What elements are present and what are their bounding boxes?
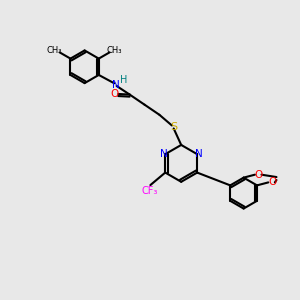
- Text: CF₃: CF₃: [141, 186, 158, 196]
- Text: CH₃: CH₃: [107, 46, 122, 56]
- Text: O: O: [268, 177, 276, 188]
- Text: CH₃: CH₃: [47, 46, 62, 56]
- Text: N: N: [112, 80, 120, 90]
- Text: O: O: [255, 170, 263, 180]
- Text: O: O: [110, 89, 118, 99]
- Text: N: N: [195, 148, 203, 159]
- Text: S: S: [171, 122, 178, 132]
- Text: N: N: [160, 148, 167, 159]
- Text: H: H: [120, 75, 127, 85]
